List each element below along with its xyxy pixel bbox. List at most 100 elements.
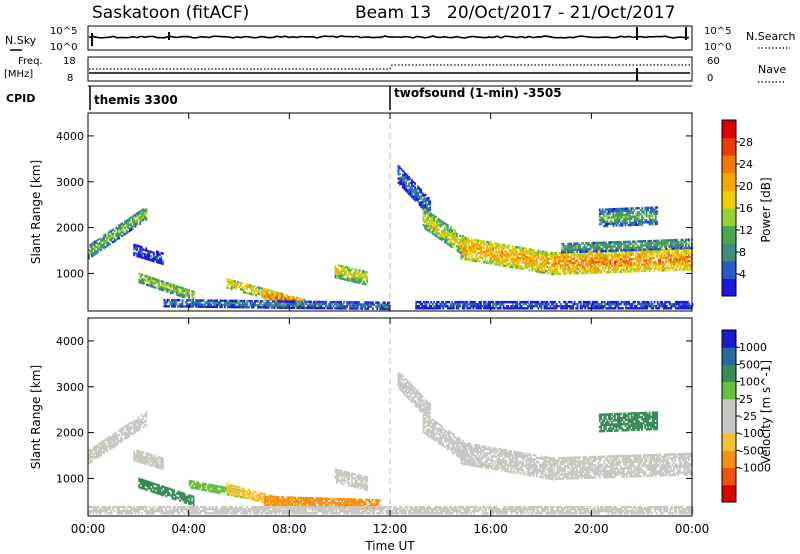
heatmap-cell [133, 431, 136, 435]
heatmap-cell [430, 231, 433, 234]
heatmap-cell [525, 307, 528, 310]
heatmap-cell [604, 258, 607, 262]
heatmap-cell [241, 493, 244, 496]
heatmap-cell [354, 270, 357, 273]
heatmap-cell [151, 490, 154, 493]
heatmap-cell [136, 453, 139, 457]
heatmap-cell [402, 182, 404, 185]
heatmap-cell [492, 303, 494, 306]
heatmap-cell [285, 304, 288, 307]
heatmap-cell [680, 254, 683, 257]
heatmap-cell [457, 307, 460, 310]
heatmap-cell [284, 306, 287, 309]
heatmap-cell [230, 279, 233, 282]
heatmap-cell [478, 245, 481, 249]
heatmap-cell [596, 300, 599, 304]
heatmap-cell [349, 301, 351, 304]
heatmap-cell [582, 267, 585, 271]
heatmap-cell [107, 237, 110, 241]
heatmap-cell [577, 253, 580, 256]
heatmap-cell [125, 225, 128, 228]
heatmap-cell [629, 244, 631, 248]
heatmap-cell [142, 280, 145, 283]
heatmap-cell [261, 295, 263, 299]
heatmap-cell [656, 241, 659, 245]
heatmap-cell [183, 498, 186, 502]
heatmap-cell [579, 265, 582, 269]
heatmap-cell [543, 269, 546, 272]
heatmap-cell [338, 303, 341, 306]
heatmap-cell [614, 245, 616, 248]
heatmap-cell [112, 445, 114, 449]
heatmap-cell [504, 254, 507, 257]
heatmap-cell [478, 260, 481, 263]
heatmap-cell [629, 223, 631, 227]
heatmap-cell [258, 286, 260, 289]
heatmap-cell [88, 248, 90, 252]
heatmap-cell [89, 243, 92, 247]
heatmap-cell [195, 305, 197, 308]
heatmap-cell [651, 218, 654, 222]
heatmap-cell [227, 485, 230, 489]
heatmap-cell [158, 490, 160, 493]
heatmap-cell [545, 269, 547, 273]
heatmap-cell [351, 277, 353, 281]
heatmap-cell [613, 303, 615, 306]
heatmap-cell [170, 287, 172, 290]
heatmap-cell [677, 252, 680, 255]
heatmap-cell [595, 243, 598, 247]
heatmap-cell [202, 303, 205, 306]
heatmap-cell [474, 243, 476, 246]
heatmap-cell [489, 260, 491, 263]
heatmap-cell [516, 246, 519, 249]
heatmap-cell [531, 254, 534, 258]
heatmap-cell [146, 258, 149, 261]
heatmap-cell [640, 303, 642, 306]
heatmap-cell [267, 306, 270, 309]
colorbar-tick-label: 4 [739, 268, 746, 281]
heatmap-cell [549, 262, 552, 265]
heatmap-cell [151, 464, 154, 467]
heatmap-cell [241, 489, 244, 492]
heatmap-cell [439, 223, 442, 226]
heatmap-cell [358, 271, 361, 274]
heatmap-cell [483, 261, 485, 264]
heatmap-cell [623, 260, 625, 263]
heatmap-cell [496, 242, 499, 246]
heatmap-cell [689, 266, 692, 269]
heatmap-cell [121, 230, 123, 234]
heatmap-cell [188, 500, 190, 503]
heatmap-cell [258, 290, 260, 294]
heatmap-cell [576, 248, 578, 251]
heatmap-cell [624, 253, 627, 257]
heatmap-cell [657, 259, 660, 262]
heatmap-cell [313, 304, 315, 308]
heatmap-cell [532, 305, 535, 308]
heatmap-cell [540, 258, 543, 261]
heatmap-cell [434, 232, 437, 235]
heatmap-cell [202, 305, 205, 308]
heatmap-cell [607, 268, 610, 272]
heatmap-cell [662, 241, 665, 244]
heatmap-cell [668, 239, 671, 242]
heatmap-cell [310, 306, 312, 310]
heatmap-cell [531, 307, 534, 310]
heatmap-cell [417, 191, 419, 195]
heatmap-cell [442, 303, 445, 306]
heatmap-cell [156, 258, 158, 262]
heatmap-cell [160, 465, 163, 468]
heatmap-cell [517, 267, 520, 270]
heatmap-cell [595, 254, 598, 258]
heatmap-cell [644, 300, 647, 304]
heatmap-cell [147, 277, 150, 281]
heatmap-cell [145, 208, 148, 211]
heatmap-cell [648, 221, 651, 224]
heatmap-cell [142, 214, 145, 217]
heatmap-cell [189, 498, 192, 502]
heatmap-cell [92, 252, 95, 255]
heatmap-cell [199, 301, 202, 304]
heatmap-cell [585, 267, 588, 270]
heatmap-cell [144, 483, 147, 487]
heatmap-cell [400, 178, 403, 181]
heatmap-cell [537, 253, 540, 257]
